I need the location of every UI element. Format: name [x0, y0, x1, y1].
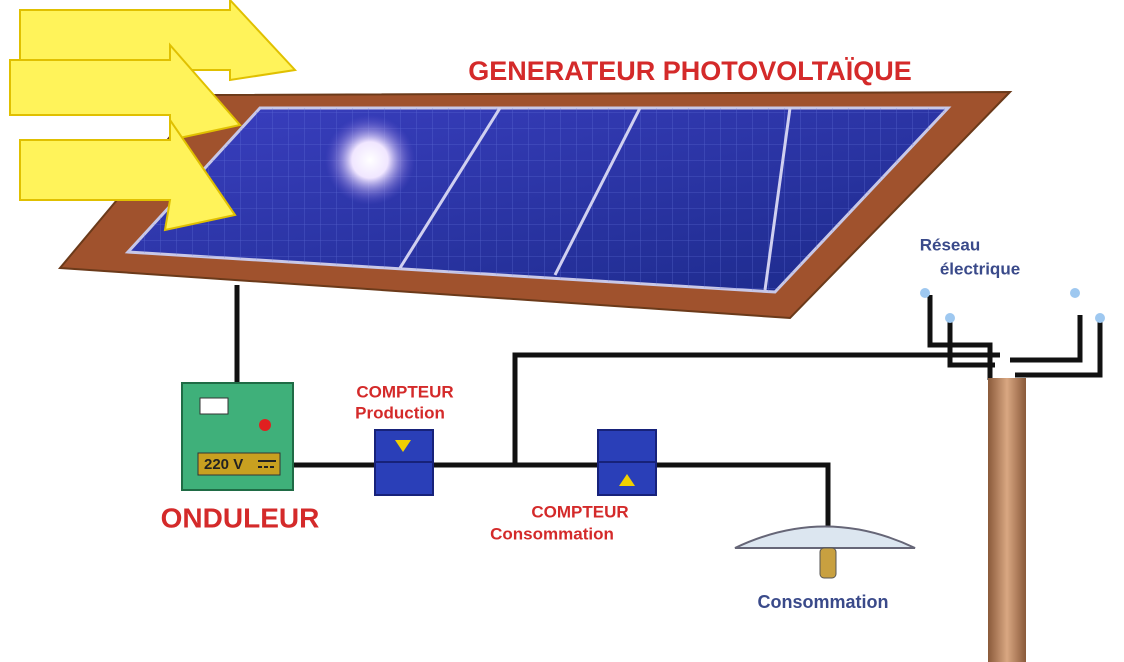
inverter-label: ONDULEUR — [161, 502, 320, 533]
insulators — [920, 288, 1105, 323]
title: GENERATEUR PHOTOVOLTAÏQUE — [468, 56, 912, 86]
lamp-bulb — [820, 548, 836, 578]
load-label: Consommation — [757, 592, 888, 612]
inverter-display-text: 220 V — [204, 456, 243, 473]
sun-reflection — [325, 115, 415, 205]
grid-label: électrique — [940, 259, 1020, 278]
meter-label: COMPTEUR — [531, 502, 628, 521]
lamp-shade — [735, 527, 915, 549]
inverter-switch — [200, 398, 228, 414]
meter-label: Production — [355, 403, 445, 422]
pole — [988, 378, 1026, 662]
meter-label: Consommation — [490, 524, 614, 543]
meter-label: COMPTEUR — [356, 382, 453, 401]
grid-label: Réseau — [920, 235, 980, 254]
diagram: 220 V GENERATEUR PHOTOVOLTAÏQUE Réseau é… — [0, 0, 1124, 662]
inverter-led — [259, 419, 271, 431]
